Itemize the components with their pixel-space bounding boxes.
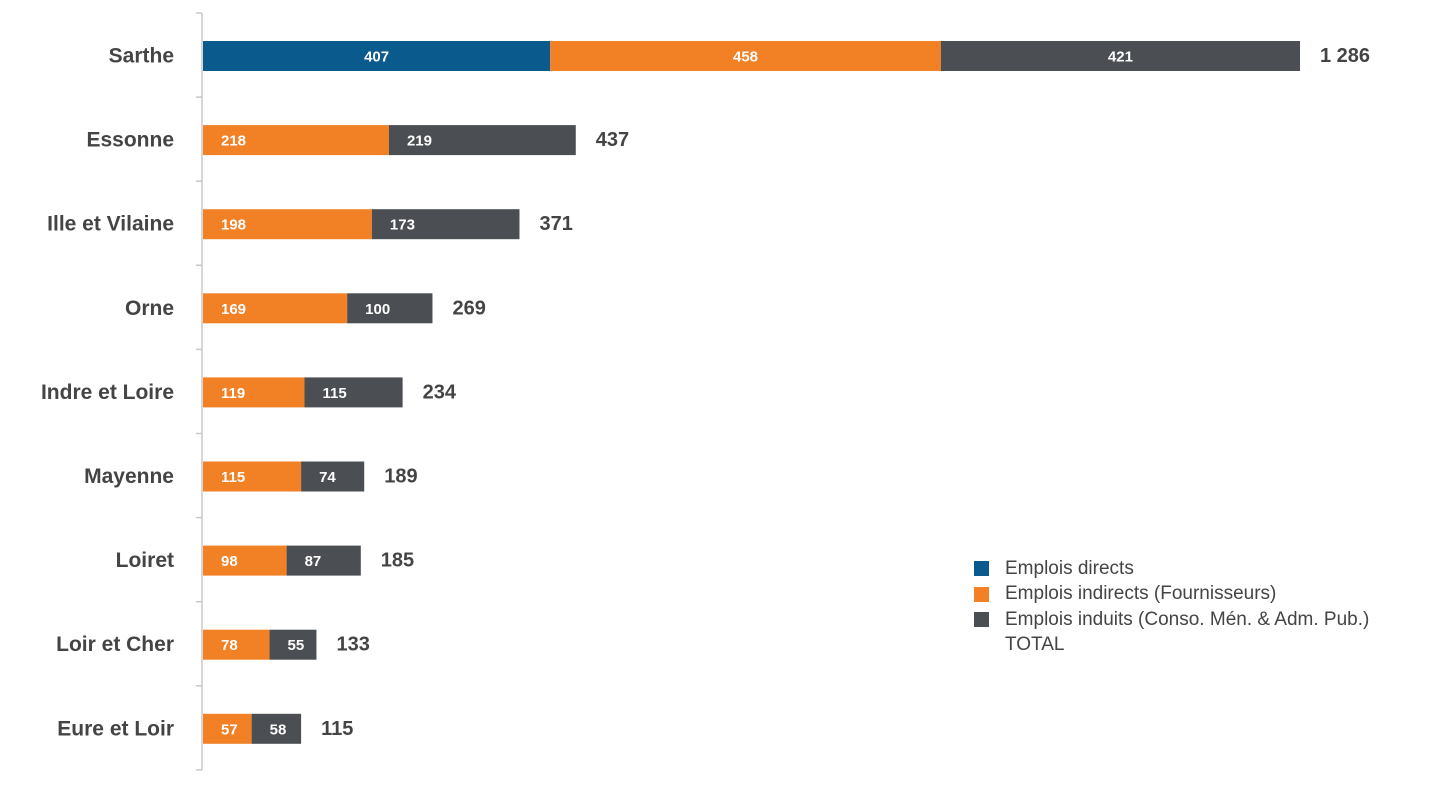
data-label-induits-indre-et-loire: 115 xyxy=(323,385,347,402)
data-label-induits-ille-et-vilaine: 173 xyxy=(390,217,415,234)
bar-induits-eure-et-loir xyxy=(251,713,302,744)
category-label-sarthe: Sarthe xyxy=(109,45,174,68)
bar-indirects-sarthe xyxy=(550,41,941,71)
legend-label-directs: Emplois directs xyxy=(1005,557,1134,579)
bar-induits-loir-et-cher xyxy=(269,629,317,660)
legend-swatch-total xyxy=(974,638,989,653)
total-label-orne: 269 xyxy=(452,297,485,319)
category-axis xyxy=(196,12,203,771)
total-label-loir-et-cher: 133 xyxy=(336,634,369,656)
bar-induits-orne xyxy=(347,293,433,324)
bar-indirects-loir-et-cher xyxy=(203,629,270,660)
data-label-induits-loiret: 87 xyxy=(305,553,322,570)
data-label-indirects-sarthe: 458 xyxy=(733,49,758,66)
data-label-indirects-ille-et-vilaine: 198 xyxy=(221,217,246,234)
data-label-indirects-orne: 169 xyxy=(221,301,246,318)
total-label-essonne: 437 xyxy=(596,129,629,151)
data-label-indirects-loir-et-cher: 78 xyxy=(221,637,238,654)
data-label-induits-eure-et-loir: 58 xyxy=(270,721,287,738)
category-label-orne: Orne xyxy=(125,297,174,320)
category-label-indre-et-loire: Indre et Loire xyxy=(41,381,174,404)
total-label-sarthe: 1 286 xyxy=(1320,45,1370,67)
data-label-indirects-mayenne: 115 xyxy=(221,469,245,486)
category-label-loir-et-cher: Loir et Cher xyxy=(56,633,174,656)
legend-swatch-indirects xyxy=(974,586,989,602)
bar-indirects-ille-et-vilaine xyxy=(203,209,372,240)
legend-swatch-induits xyxy=(974,612,989,628)
data-label-induits-sarthe: 421 xyxy=(1108,49,1133,66)
data-label-directs-sarthe: 407 xyxy=(364,49,389,66)
total-label-eure-et-loir: 115 xyxy=(321,718,353,740)
legend-label-indirects: Emplois indirects (Fournisseurs) xyxy=(1005,583,1277,605)
category-label-essonne: Essonne xyxy=(86,129,174,152)
bar-indirects-indre-et-loire xyxy=(203,377,305,408)
bar-indirects-loiret xyxy=(203,545,287,576)
data-label-indirects-loiret: 98 xyxy=(221,553,238,570)
legend-label-total: TOTAL xyxy=(1005,634,1065,656)
category-label-loiret: Loiret xyxy=(116,549,174,572)
labels-group: Sarthe 407 458 421 1 286 Essonne 218 219 437 Ille… xyxy=(41,45,1370,741)
total-label-indre-et-loire: 234 xyxy=(423,381,457,403)
data-label-induits-mayenne: 74 xyxy=(319,469,336,486)
total-label-loiret: 185 xyxy=(381,550,414,572)
bar-induits-loiret xyxy=(286,545,361,576)
bar-induits-indre-et-loire xyxy=(304,377,403,408)
bar-directs-sarthe xyxy=(203,41,551,71)
total-label-mayenne: 189 xyxy=(384,466,417,488)
data-label-induits-orne: 100 xyxy=(365,301,390,318)
category-label-mayenne: Mayenne xyxy=(84,465,174,488)
legend-item-induits: Emplois induits (Conso. Mén. & Adm. Pub.… xyxy=(974,607,1369,633)
bars-group xyxy=(203,41,1300,744)
category-label-eure-et-loir: Eure et Loir xyxy=(57,717,174,740)
legend-item-total: TOTAL xyxy=(974,633,1369,659)
legend-item-indirects: Emplois indirects (Fournisseurs) xyxy=(974,582,1369,608)
bar-indirects-eure-et-loir xyxy=(203,713,252,744)
data-label-indirects-eure-et-loir: 57 xyxy=(221,721,238,738)
data-label-indirects-essonne: 218 xyxy=(221,133,246,150)
bar-indirects-mayenne xyxy=(203,461,302,492)
legend-swatch-directs xyxy=(974,561,989,577)
bar-induits-mayenne xyxy=(301,461,365,492)
legend: Emplois directs Emplois indirects (Fourn… xyxy=(974,556,1369,658)
data-label-induits-essonne: 219 xyxy=(407,133,432,150)
category-label-ille-et-vilaine: Ille et Vilaine xyxy=(47,213,174,236)
bar-induits-essonne xyxy=(388,125,576,156)
legend-label-induits: Emplois induits (Conso. Mén. & Adm. Pub.… xyxy=(1005,608,1370,630)
data-label-indirects-indre-et-loire: 119 xyxy=(221,385,245,402)
total-label-ille-et-vilaine: 371 xyxy=(539,213,572,235)
bar-indirects-essonne xyxy=(203,125,389,156)
bar-induits-ille-et-vilaine xyxy=(371,209,520,240)
bar-induits-sarthe xyxy=(940,41,1300,71)
data-label-induits-loir-et-cher: 55 xyxy=(288,637,305,654)
bar-indirects-orne xyxy=(203,293,348,324)
legend-item-directs: Emplois directs xyxy=(974,556,1369,582)
